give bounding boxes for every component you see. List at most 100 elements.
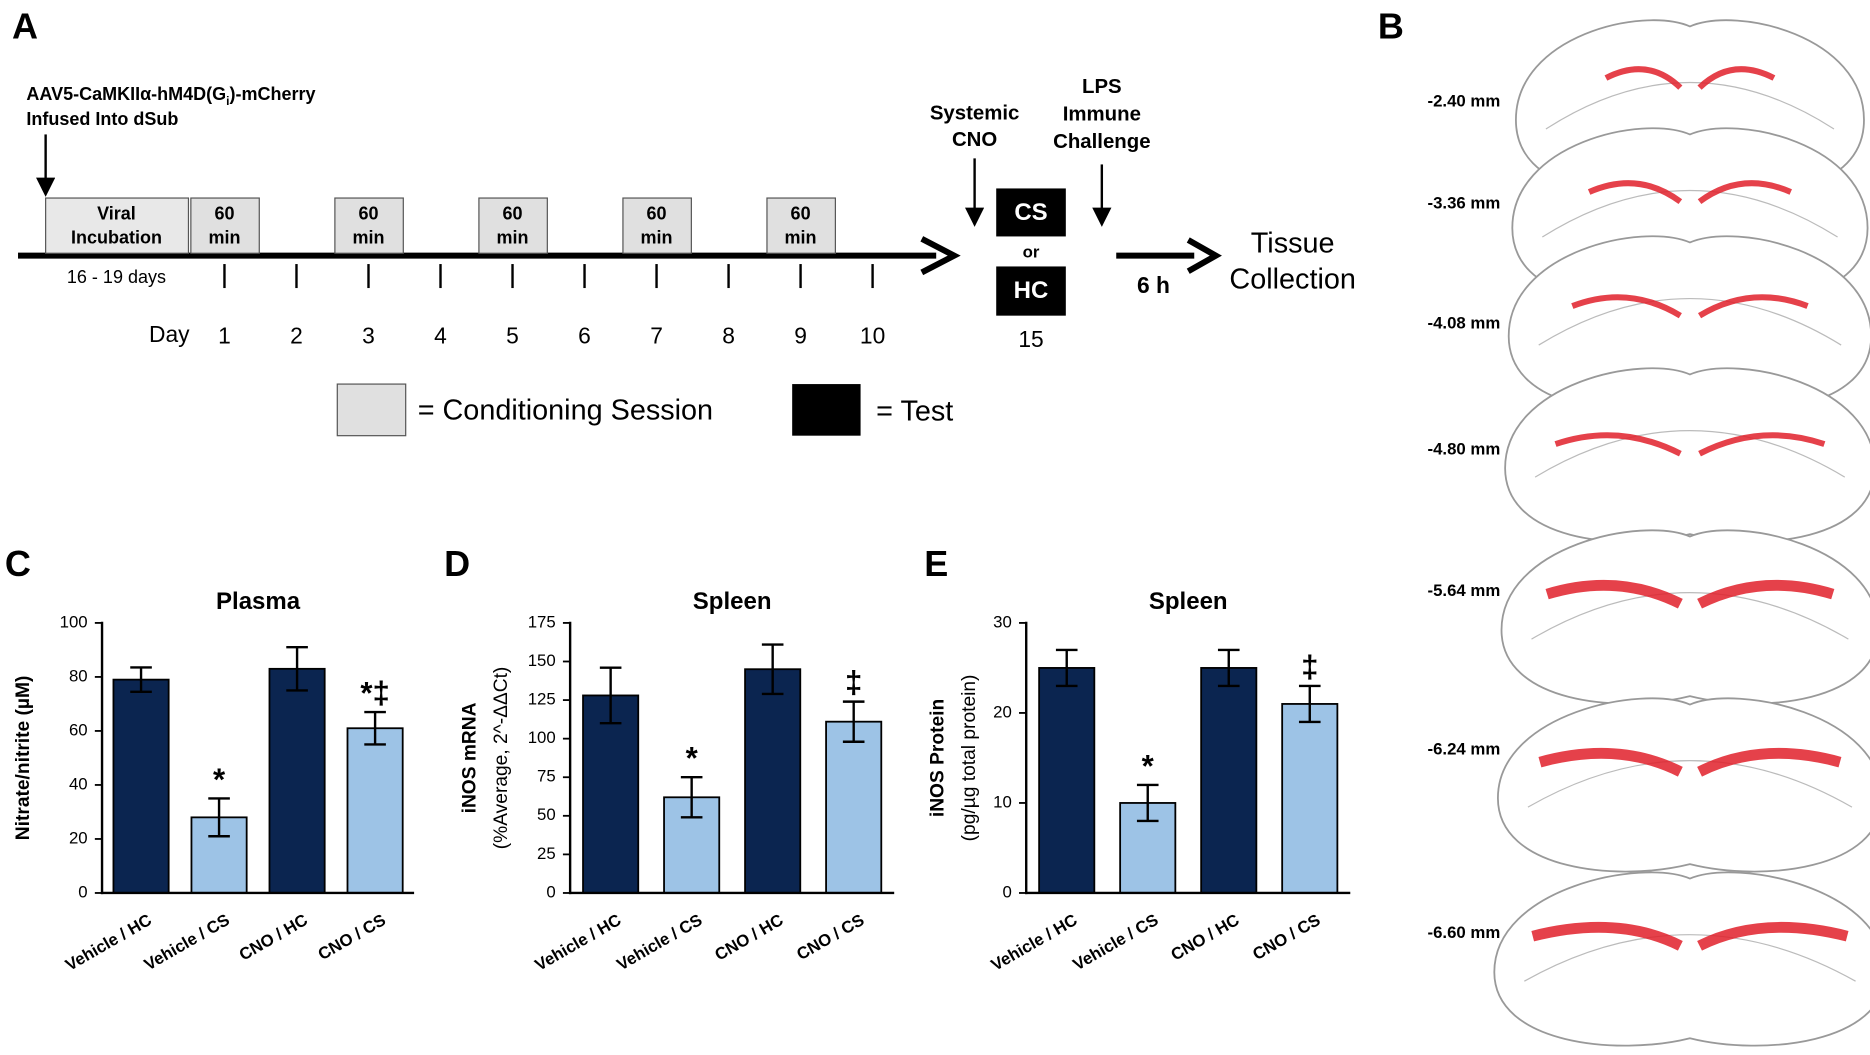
dsub-label bbox=[1554, 432, 1682, 457]
error-bar bbox=[599, 666, 622, 725]
bar bbox=[582, 694, 640, 894]
error-bar bbox=[1055, 648, 1078, 688]
test-box bbox=[996, 188, 1066, 237]
legend-text: = Conditioning Session bbox=[418, 394, 713, 426]
level-label: -4.08 mm bbox=[1427, 313, 1500, 332]
significance-marker: *‡ bbox=[360, 675, 389, 710]
error-bar bbox=[208, 797, 230, 838]
bar bbox=[825, 720, 883, 894]
x-tick-label: CNO / HC bbox=[712, 910, 787, 964]
y-tick-label: 50 bbox=[537, 805, 556, 824]
y-axis-label: (%Average, 2^-ΔΔCt) bbox=[491, 667, 512, 850]
y-tick-label: 175 bbox=[528, 612, 556, 631]
significance-marker: * bbox=[686, 741, 699, 776]
brain-section bbox=[1493, 871, 1870, 1047]
dsub-label bbox=[1538, 747, 1683, 777]
session-text: min bbox=[352, 228, 384, 248]
day-number: 2 bbox=[290, 322, 303, 348]
legend-box bbox=[336, 383, 407, 437]
panel-label: E bbox=[924, 543, 948, 584]
bar bbox=[112, 678, 170, 894]
error-bar bbox=[761, 643, 784, 696]
x-tick-label: CNO / HC bbox=[236, 910, 311, 964]
day-number: 4 bbox=[434, 322, 447, 348]
cno-text: Systemic bbox=[930, 102, 1020, 124]
brain-inner bbox=[1545, 82, 1835, 130]
lps-text: Immune bbox=[1063, 104, 1141, 126]
panel-label: D bbox=[444, 543, 470, 584]
y-tick-label: 40 bbox=[69, 774, 88, 793]
error-bar bbox=[1217, 648, 1240, 688]
day-number: 3 bbox=[362, 322, 375, 348]
session-text: 60 bbox=[503, 204, 523, 224]
x-tick-label: Vehicle / HC bbox=[988, 910, 1081, 975]
dsub-label bbox=[1697, 66, 1776, 90]
chart-title: Spleen bbox=[1149, 588, 1228, 615]
significance-marker: * bbox=[1142, 748, 1155, 783]
dsub-label bbox=[1697, 747, 1842, 777]
session-text: 60 bbox=[214, 204, 234, 224]
panel-label: B bbox=[1378, 5, 1404, 46]
day-number: 6 bbox=[578, 322, 591, 348]
significance-marker: ‡ bbox=[1301, 649, 1318, 684]
session-box bbox=[622, 197, 692, 254]
or-text: or bbox=[1023, 243, 1040, 262]
y-axis-label: (pg/µg total protein) bbox=[959, 675, 980, 842]
error-bar bbox=[130, 666, 152, 693]
y-tick-label: 150 bbox=[528, 651, 556, 670]
dsub-label bbox=[1604, 66, 1683, 90]
y-tick-label: 80 bbox=[69, 666, 88, 685]
legend-text: = Test bbox=[876, 395, 953, 427]
day-number: 8 bbox=[722, 322, 735, 348]
day-number: 10 bbox=[860, 322, 885, 348]
bar bbox=[1038, 667, 1096, 894]
y-tick-label: 25 bbox=[537, 844, 556, 863]
x-tick-label: Vehicle / HC bbox=[532, 910, 625, 975]
day-number: 5 bbox=[506, 322, 519, 348]
level-label: -6.24 mm bbox=[1427, 740, 1500, 759]
brain-section bbox=[1497, 697, 1870, 873]
x-tick-label: CNO / HC bbox=[1168, 910, 1243, 964]
brain-inner bbox=[1538, 298, 1842, 346]
y-tick-label: 0 bbox=[78, 882, 87, 901]
significance-marker: * bbox=[213, 762, 226, 797]
bar bbox=[1281, 703, 1339, 894]
x-tick-label: CNO / CS bbox=[1249, 910, 1323, 964]
session-text: min bbox=[785, 228, 817, 248]
bar bbox=[268, 667, 326, 894]
day-number: 9 bbox=[794, 322, 807, 348]
level-label: -6.60 mm bbox=[1427, 923, 1500, 942]
y-tick-label: 0 bbox=[546, 882, 555, 901]
session-box bbox=[190, 197, 260, 254]
day-number: 7 bbox=[650, 322, 663, 348]
dsub-label bbox=[1531, 921, 1683, 951]
error-bar bbox=[286, 646, 308, 692]
session-text: 60 bbox=[358, 204, 378, 224]
brain-inner bbox=[1524, 934, 1856, 982]
session-text: 60 bbox=[647, 204, 667, 224]
dsub-label bbox=[1697, 180, 1792, 205]
error-bar bbox=[364, 710, 386, 746]
y-tick-label: 20 bbox=[993, 702, 1012, 721]
bar bbox=[346, 727, 404, 894]
x-tick-label: CNO / CS bbox=[315, 910, 389, 964]
level-label: -2.40 mm bbox=[1427, 91, 1500, 110]
session-text: min bbox=[497, 228, 529, 248]
x-tick-label: Vehicle / CS bbox=[141, 910, 233, 974]
incubation-duration: 16 - 19 days bbox=[67, 267, 166, 287]
test-hc: HC bbox=[1014, 277, 1049, 304]
brain-section bbox=[1504, 367, 1870, 543]
test-box bbox=[996, 266, 1066, 316]
error-bar bbox=[680, 776, 703, 819]
lps-text: Challenge bbox=[1053, 131, 1150, 153]
virus-label-part: )-mCherry bbox=[230, 84, 316, 104]
y-tick-label: 10 bbox=[993, 792, 1012, 811]
virus-label-part: AAV5-CaMKIIα-hM4D(G bbox=[26, 84, 226, 104]
y-tick-label: 60 bbox=[69, 720, 88, 739]
error-bar bbox=[1136, 783, 1159, 823]
y-tick-label: 0 bbox=[1002, 882, 1011, 901]
incubation-text: Incubation bbox=[71, 228, 162, 248]
significance-marker: ‡ bbox=[845, 665, 862, 700]
